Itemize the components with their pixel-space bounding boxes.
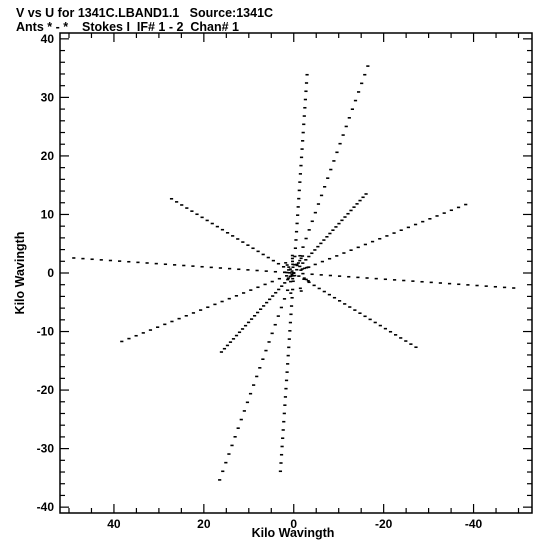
- y-tick-label: -40: [37, 500, 55, 514]
- x-tick-label: -40: [465, 517, 483, 531]
- y-tick-label: 40: [41, 32, 55, 46]
- y-tick-label: 30: [41, 90, 55, 104]
- x-tick-labels: 40 20 0 -20 -40: [107, 517, 482, 531]
- tick-marks: [60, 33, 532, 513]
- x-tick-label: 40: [107, 517, 121, 531]
- y-tick-labels: 40 30 20 10 0 -10 -20 -30 -40: [37, 32, 55, 514]
- y-tick-label: 20: [41, 149, 55, 163]
- plot-title: V vs U for 1341C.LBAND1.1 Source:1341C: [16, 6, 274, 20]
- x-tick-label: 0: [290, 517, 297, 531]
- y-tick-label: -20: [37, 383, 55, 397]
- plot-subtitle: Ants * - * Stokes I IF# 1 - 2 Chan# 1: [16, 20, 239, 34]
- y-tick-label: -10: [37, 325, 55, 339]
- y-tick-label: 0: [47, 266, 54, 280]
- x-tick-label: 20: [197, 517, 211, 531]
- x-axis-label: Kilo Wavingth: [252, 526, 335, 540]
- y-axis-label: Kilo Wavingth: [13, 232, 27, 315]
- x-tick-label: -20: [375, 517, 393, 531]
- uv-points: [72, 65, 516, 481]
- y-tick-label: -30: [37, 442, 55, 456]
- plot-frame: [59, 32, 533, 514]
- y-tick-label: 10: [41, 207, 55, 221]
